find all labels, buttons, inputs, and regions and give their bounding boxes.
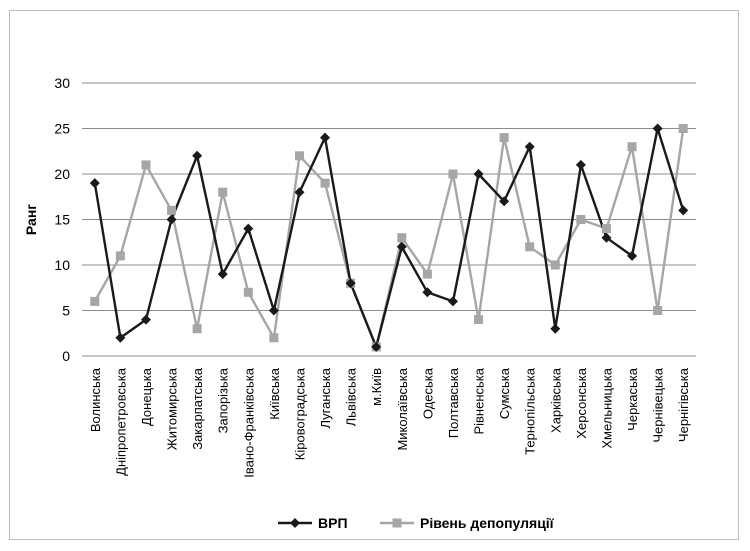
data-point-vrp — [653, 124, 663, 134]
y-tick-label: 5 — [62, 303, 70, 319]
x-tick-label: Луганська — [318, 367, 333, 428]
x-tick-label: Дніпропетровська — [113, 367, 128, 476]
data-point-depopulation — [653, 306, 662, 315]
data-point-depopulation — [269, 333, 278, 342]
data-point-depopulation — [551, 261, 560, 270]
legend-label: ВРП — [318, 515, 348, 531]
data-point-depopulation — [448, 170, 457, 179]
data-point-depopulation — [321, 179, 330, 188]
data-point-vrp — [525, 142, 535, 152]
data-point-vrp — [422, 287, 432, 297]
x-tick-label: Сумська — [497, 367, 512, 419]
data-point-depopulation — [525, 242, 534, 251]
data-point-depopulation — [116, 251, 125, 260]
y-tick-label: 30 — [54, 75, 70, 91]
data-point-depopulation — [193, 324, 202, 333]
data-point-vrp — [678, 205, 688, 215]
data-point-depopulation — [576, 215, 585, 224]
y-tick-label: 20 — [54, 166, 70, 182]
x-tick-label: Київська — [267, 367, 282, 419]
x-tick-label: Кіровоградська — [292, 367, 307, 460]
data-point-vrp — [90, 178, 100, 188]
chart-frame: 0 5 10 15 20 25 30 Ранг Волинська Дніпропетровс… — [9, 10, 739, 540]
data-point-depopulation — [474, 315, 483, 324]
data-point-vrp — [218, 269, 228, 279]
data-point-depopulation — [397, 233, 406, 242]
x-tick-label: Херсонська — [574, 367, 589, 438]
y-tick-label: 25 — [54, 121, 70, 137]
data-point-depopulation — [167, 206, 176, 215]
data-point-vrp — [576, 160, 586, 170]
x-tick-labels: Волинська Дніпропетровська Донецька Житомир… — [88, 367, 691, 477]
data-point-depopulation — [602, 224, 611, 233]
legend-item-vrp: ВРП — [278, 515, 348, 531]
legend-item-depopulation: Рівень депопуляції — [380, 515, 555, 531]
x-tick-label: Харківська — [548, 367, 563, 433]
y-axis-label: Ранг — [23, 204, 39, 235]
x-tick-label: Одеська — [420, 367, 435, 419]
x-tick-label: Миколаївська — [395, 367, 410, 450]
series-line-depopulation — [95, 129, 683, 347]
legend: ВРП Рівень депопуляції — [278, 515, 555, 531]
series-line-vrp — [95, 129, 683, 347]
x-tick-label: Хмельницька — [599, 367, 614, 448]
data-point-depopulation — [244, 288, 253, 297]
data-point-depopulation — [423, 270, 432, 279]
data-point-vrp — [192, 151, 202, 161]
x-tick-label: Волинська — [88, 367, 103, 432]
x-tick-label: Донецька — [139, 367, 154, 426]
x-tick-label: Житомирська — [165, 367, 180, 450]
legend-diamond-marker — [290, 518, 300, 528]
data-point-vrp — [550, 324, 560, 334]
data-point-vrp — [448, 296, 458, 306]
x-tick-label: Тернопільська — [523, 367, 538, 455]
x-tick-label: Чернівецька — [651, 367, 666, 442]
x-tick-label: Івано-Франківська — [241, 367, 256, 477]
y-tick-label: 15 — [54, 212, 70, 228]
y-tick-label: 0 — [62, 348, 70, 364]
x-tick-label: Львівська — [344, 367, 359, 426]
x-tick-label: Чернігівська — [676, 367, 691, 442]
x-tick-label: м.Київ — [369, 368, 384, 406]
x-tick-label: Рівненська — [472, 367, 487, 434]
y-tick-labels: 0 5 10 15 20 25 30 — [54, 75, 70, 364]
data-point-depopulation — [90, 297, 99, 306]
data-point-depopulation — [141, 160, 150, 169]
line-chart: 0 5 10 15 20 25 30 Ранг Волинська Дніпропетровс… — [10, 11, 738, 539]
data-point-depopulation — [500, 133, 509, 142]
series-group — [90, 124, 688, 352]
data-point-vrp — [243, 224, 253, 234]
y-tick-label: 10 — [54, 257, 70, 273]
data-point-depopulation — [218, 188, 227, 197]
data-point-depopulation — [628, 142, 637, 151]
x-tick-label: Запорізька — [216, 367, 231, 433]
data-point-depopulation — [295, 151, 304, 160]
x-tick-label: Полтавська — [446, 367, 461, 438]
data-point-vrp — [320, 133, 330, 143]
legend-square-marker — [393, 519, 402, 528]
x-tick-label: Черкаська — [625, 367, 640, 431]
legend-label: Рівень депопуляції — [420, 515, 555, 531]
data-point-depopulation — [679, 124, 688, 133]
x-tick-label: Закарпатська — [190, 367, 205, 450]
